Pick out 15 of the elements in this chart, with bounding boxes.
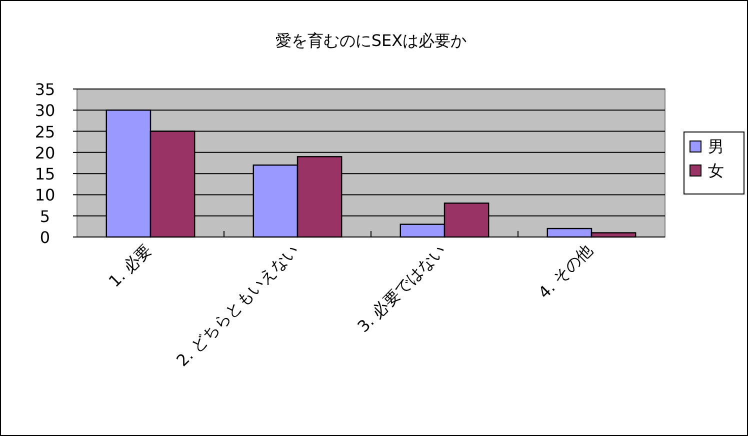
y-tick-label: 25 — [34, 122, 56, 142]
y-tick-label: 0 — [40, 228, 50, 247]
y-tick-label: 5 — [40, 206, 50, 226]
chart-title: 愛を育むのにSEXは必要か — [275, 31, 467, 50]
x-tick-label: 1. 必要 — [104, 240, 156, 291]
y-tick-label: 35 — [34, 80, 56, 99]
x-tick-label: 2. どちらともいえない — [172, 240, 302, 370]
y-tick-label: 30 — [34, 101, 56, 120]
y-tick-label: 10 — [34, 186, 56, 205]
x-tick-label: 3. 必要ではない — [354, 240, 450, 336]
y-tick-label: 20 — [34, 143, 56, 162]
legend-label: 男 — [708, 137, 724, 156]
legend-label: 女 — [708, 161, 724, 180]
x-tick-label: 4. その他 — [534, 240, 596, 302]
y-tick-label: 15 — [34, 164, 56, 184]
